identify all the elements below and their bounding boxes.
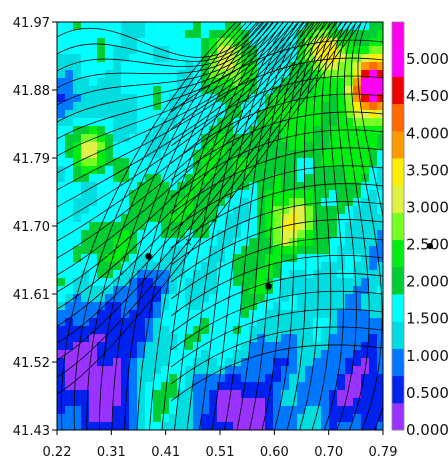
x-tick-label: 0.31: [97, 445, 126, 460]
colorbar-band: [392, 266, 404, 295]
colorbar-band: [392, 402, 404, 431]
y-axis-ticks: 41.43 41.52 41.61 41.70 41.79 41.88 41.97: [13, 16, 57, 439]
colorbar-label: 4.500: [406, 87, 448, 105]
x-tick-label: 0.60: [260, 445, 289, 460]
colorbar-band: [392, 76, 404, 105]
colorbar-label: 5.000: [406, 50, 448, 68]
colorbar-band: [392, 348, 404, 377]
plot-area: [57, 22, 383, 430]
colorbar-label: 0.500: [406, 384, 448, 402]
x-axis-ticks: 0.22 0.31 0.41 0.51 0.60 0.70 0.79: [43, 430, 398, 460]
colorbar: 0.000 0.500 1.000 1.500 2.000 2.500 3.000 3.500…: [391, 21, 448, 439]
markers: x: [145, 235, 272, 290]
colorbar-band: [392, 130, 404, 159]
colorbar-band: [392, 22, 404, 50]
colorbar-band: [392, 294, 404, 322]
x-tick-label: 0.70: [314, 445, 343, 460]
y-tick-label: 41.70: [13, 220, 50, 235]
colorbar-label: 3.000: [406, 198, 448, 216]
colorbar-band: [392, 239, 404, 268]
y-tick-label: 41.61: [13, 288, 50, 303]
y-tick-label: 41.43: [13, 424, 50, 439]
colorbar-frame: [391, 21, 405, 431]
colorbar-band: [392, 185, 404, 213]
colorbar-label: 0.000: [406, 421, 448, 439]
colorbar-band: [392, 103, 404, 132]
x-tick-label: 0.51: [206, 445, 235, 460]
marker-point: [265, 283, 272, 290]
colorbar-band: [392, 212, 404, 241]
y-tick-label: 41.97: [13, 16, 50, 31]
colorbar-label: 1.000: [406, 347, 448, 365]
colorbar-band: [392, 321, 404, 349]
colorbar-label: 3.500: [406, 161, 448, 179]
colorbar-label: 1.500: [406, 310, 448, 328]
side-marker: [427, 243, 433, 249]
x-tick-label: 0.41: [151, 445, 180, 460]
colorbar-band: [392, 49, 404, 77]
marker-label: x: [185, 235, 192, 248]
colorbar-band: [392, 158, 404, 186]
y-tick-label: 41.79: [13, 152, 50, 167]
x-tick-label: 0.22: [43, 445, 72, 460]
marker-point: [145, 253, 152, 260]
colorbar-label: 2.500: [406, 236, 448, 254]
y-tick-label: 41.52: [13, 356, 50, 371]
colorbar-band: [392, 375, 404, 404]
y-tick-label: 41.88: [13, 84, 50, 99]
colorbar-label: 2.000: [406, 273, 448, 291]
colorbar-label: 4.000: [406, 124, 448, 142]
x-tick-label: 0.79: [369, 445, 398, 460]
streamlines: [57, 22, 383, 430]
